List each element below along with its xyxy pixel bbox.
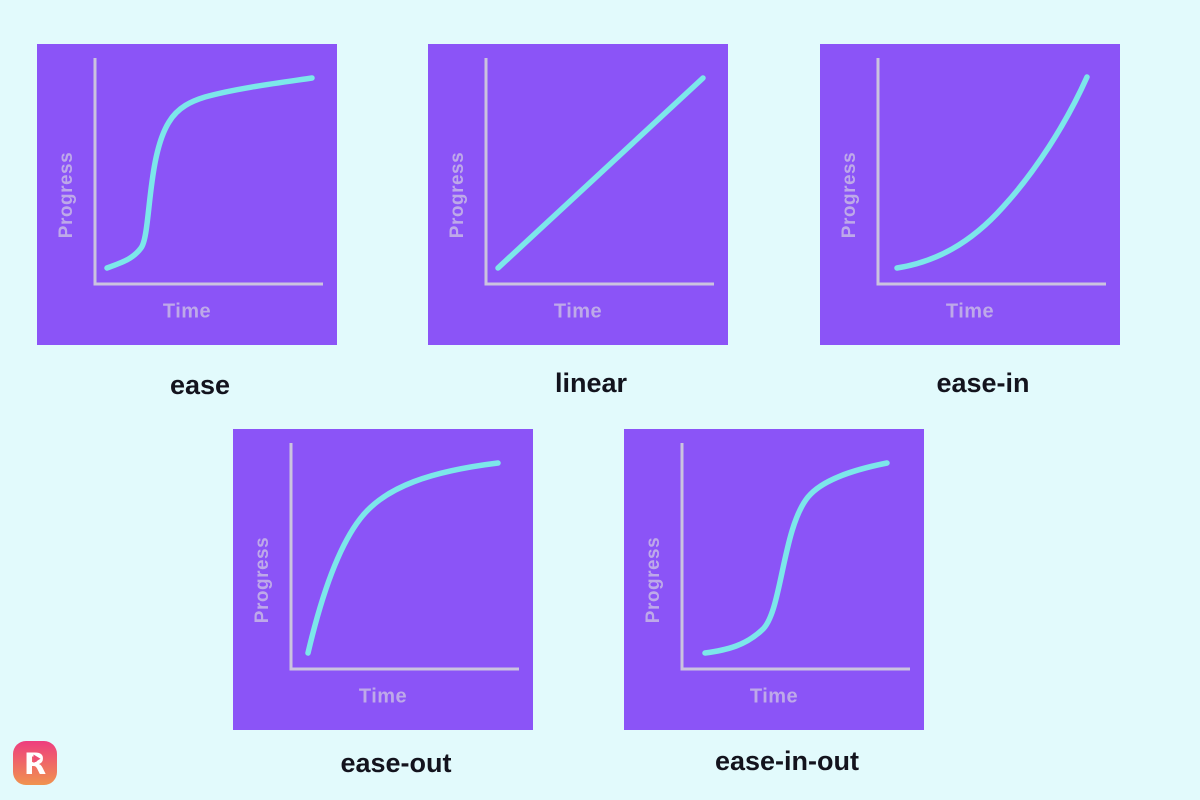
ease-chart [93,58,323,286]
easing-card-ease-in-out: Progress Time [624,429,924,730]
axes [484,58,714,286]
logo-background [13,741,57,785]
brand-logo: R [13,741,57,785]
y-axis-label: Progress [643,536,664,624]
y-axis-label: Progress [839,151,860,239]
x-axis-label: Time [358,685,408,708]
easing-card-linear: Progress Time [428,44,728,345]
axes [876,58,1106,286]
logo-letter: R [24,747,46,781]
easing-card-ease-out: Progress Time [233,429,533,730]
brand-logo-icon: R [13,741,57,785]
easing-card-ease-in: Progress Time [820,44,1120,345]
axes [289,443,519,671]
x-axis-label: Time [945,300,995,323]
ease-curve [104,75,315,271]
caption-ease-out: ease-out [340,748,452,778]
easing-card-ease: Progress Time [37,44,337,345]
caption-ease-in-out: ease-in-out [714,746,860,776]
ease-in-out-chart [680,443,910,671]
ease-in-out-curve [702,460,890,656]
y-axis-label: Progress [56,151,77,239]
y-axis-label: Progress [447,151,468,239]
ease-in-chart [876,58,1106,286]
caption-linear: linear [554,368,628,398]
y-axis-label: Progress [252,536,273,624]
axes [93,58,323,286]
ease-in-curve [894,74,1090,271]
caption-ease: ease [169,370,231,400]
linear-chart [484,58,714,286]
axes [680,443,910,671]
ease-out-curve [305,460,501,656]
logo-play-icon [33,754,41,763]
x-axis-label: Time [553,300,603,323]
x-axis-label: Time [162,300,212,323]
caption-ease-in: ease-in [936,368,1030,398]
linear-curve [495,75,706,271]
ease-out-chart [289,443,519,671]
x-axis-label: Time [749,685,799,708]
